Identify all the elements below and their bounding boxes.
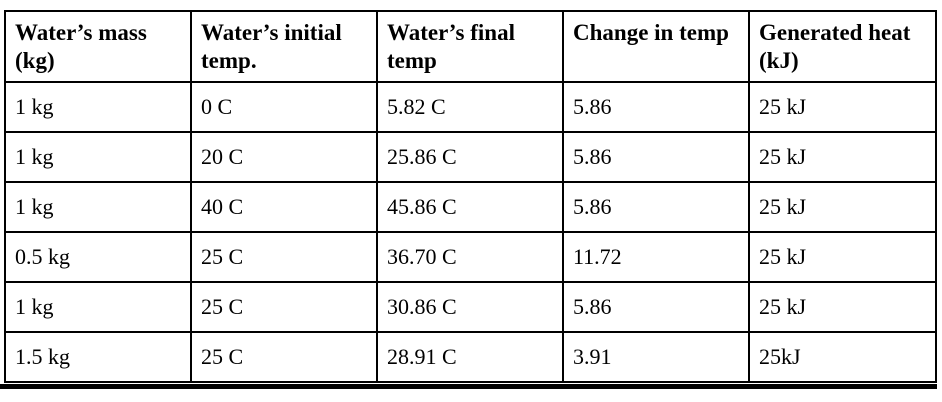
cell-final-temp: 28.91 C (376, 331, 564, 383)
cell-final-temp: 45.86 C (376, 181, 564, 233)
column-header-mass: Water’s mass (kg) (4, 10, 192, 83)
column-header-change-in-temp: Change in temp (562, 10, 750, 83)
cell-generated-heat: 25 kJ (748, 81, 937, 133)
cell-final-temp: 36.70 C (376, 231, 564, 283)
cell-final-temp: 30.86 C (376, 281, 564, 333)
cell-mass: 1 kg (4, 181, 192, 233)
header-row: Water’s mass (kg) Water’s initial temp. … (4, 10, 937, 83)
cell-change-in-temp: 5.86 (562, 281, 750, 333)
cell-mass: 1 kg (4, 131, 192, 183)
cell-initial-temp: 25 C (190, 331, 378, 383)
bottom-horizontal-rule (0, 384, 937, 389)
cell-change-in-temp: 5.86 (562, 181, 750, 233)
heat-data-table: Water’s mass (kg) Water’s initial temp. … (4, 10, 937, 383)
table-row: 1 kg 25 C 30.86 C 5.86 25 kJ (4, 281, 937, 333)
cell-generated-heat: 25 kJ (748, 131, 937, 183)
column-header-initial-temp: Water’s initial temp. (190, 10, 378, 83)
cell-change-in-temp: 3.91 (562, 331, 750, 383)
cell-generated-heat: 25 kJ (748, 281, 937, 333)
column-header-final-temp: Water’s final temp (376, 10, 564, 83)
cell-mass: 0.5 kg (4, 231, 192, 283)
column-header-generated-heat: Generated heat (kJ) (748, 10, 937, 83)
cell-initial-temp: 25 C (190, 281, 378, 333)
cell-mass: 1 kg (4, 81, 192, 133)
cell-initial-temp: 20 C (190, 131, 378, 183)
table-row: 1.5 kg 25 C 28.91 C 3.91 25kJ (4, 331, 937, 383)
cell-initial-temp: 25 C (190, 231, 378, 283)
cell-change-in-temp: 11.72 (562, 231, 750, 283)
cell-generated-heat: 25 kJ (748, 181, 937, 233)
table-row: 1 kg 40 C 45.86 C 5.86 25 kJ (4, 181, 937, 233)
table-row: 1 kg 20 C 25.86 C 5.86 25 kJ (4, 131, 937, 183)
cell-final-temp: 25.86 C (376, 131, 564, 183)
cell-initial-temp: 0 C (190, 81, 378, 133)
cell-final-temp: 5.82 C (376, 81, 564, 133)
heat-data-table-container: Water’s mass (kg) Water’s initial temp. … (4, 10, 937, 383)
cell-mass: 1 kg (4, 281, 192, 333)
cell-change-in-temp: 5.86 (562, 81, 750, 133)
cell-mass: 1.5 kg (4, 331, 192, 383)
cell-change-in-temp: 5.86 (562, 131, 750, 183)
cell-generated-heat: 25kJ (748, 331, 937, 383)
cell-generated-heat: 25 kJ (748, 231, 937, 283)
table-row: 0.5 kg 25 C 36.70 C 11.72 25 kJ (4, 231, 937, 283)
table-row: 1 kg 0 C 5.82 C 5.86 25 kJ (4, 81, 937, 133)
cell-initial-temp: 40 C (190, 181, 378, 233)
